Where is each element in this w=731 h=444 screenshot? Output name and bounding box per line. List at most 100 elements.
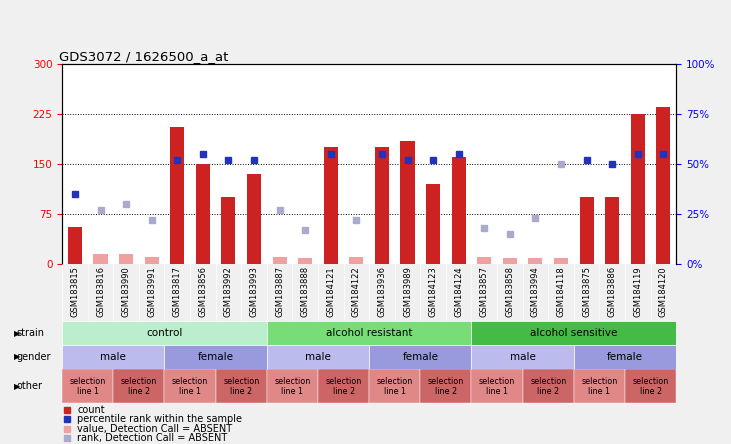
Bar xyxy=(298,258,312,264)
Text: selection
line 1: selection line 1 xyxy=(274,377,311,396)
Text: GSM183858: GSM183858 xyxy=(505,266,515,317)
Text: selection
line 2: selection line 2 xyxy=(632,377,669,396)
Text: selection
line 1: selection line 1 xyxy=(376,377,413,396)
Bar xyxy=(375,147,389,264)
Text: male: male xyxy=(100,352,126,362)
Bar xyxy=(349,257,363,264)
Text: ▶: ▶ xyxy=(14,382,20,391)
Text: ▶: ▶ xyxy=(14,329,20,338)
Text: strain: strain xyxy=(17,328,45,338)
Text: female: female xyxy=(402,352,439,362)
Bar xyxy=(471,345,574,369)
Text: alcohol sensitive: alcohol sensitive xyxy=(530,328,618,338)
Bar xyxy=(503,258,517,264)
Text: GSM183936: GSM183936 xyxy=(377,266,387,317)
Text: GSM183989: GSM183989 xyxy=(403,266,412,317)
Bar xyxy=(62,369,113,403)
Text: selection
line 2: selection line 2 xyxy=(325,377,362,396)
Bar xyxy=(196,164,210,264)
Text: other: other xyxy=(17,381,43,391)
Bar xyxy=(426,184,440,264)
Bar xyxy=(145,257,159,264)
Text: selection
line 1: selection line 1 xyxy=(172,377,208,396)
Bar xyxy=(216,369,267,403)
Text: GDS3072 / 1626500_a_at: GDS3072 / 1626500_a_at xyxy=(59,50,229,63)
Bar xyxy=(247,174,261,264)
Bar xyxy=(369,369,420,403)
Text: GSM183886: GSM183886 xyxy=(607,266,617,317)
Bar xyxy=(267,369,318,403)
Bar xyxy=(420,369,471,403)
Text: percentile rank within the sample: percentile rank within the sample xyxy=(77,414,243,424)
Text: selection
line 1: selection line 1 xyxy=(69,377,106,396)
Text: GSM183994: GSM183994 xyxy=(531,266,540,317)
Bar xyxy=(574,345,676,369)
Text: GSM183888: GSM183888 xyxy=(300,266,310,317)
Bar xyxy=(452,157,466,264)
Bar xyxy=(477,257,491,264)
Text: GSM183817: GSM183817 xyxy=(173,266,182,317)
Text: male: male xyxy=(305,352,331,362)
Text: rank, Detection Call = ABSENT: rank, Detection Call = ABSENT xyxy=(77,433,228,443)
Bar xyxy=(471,369,523,403)
Text: GSM183991: GSM183991 xyxy=(147,266,156,317)
Text: GSM183856: GSM183856 xyxy=(198,266,208,317)
Text: female: female xyxy=(607,352,643,362)
Bar xyxy=(631,114,645,264)
Text: GSM184119: GSM184119 xyxy=(633,266,643,317)
Bar xyxy=(401,140,414,264)
Text: GSM184120: GSM184120 xyxy=(659,266,668,317)
Text: gender: gender xyxy=(17,352,51,362)
Bar xyxy=(580,197,594,264)
Text: GSM183815: GSM183815 xyxy=(70,266,80,317)
Text: male: male xyxy=(510,352,536,362)
Text: selection
line 1: selection line 1 xyxy=(581,377,618,396)
Text: GSM184124: GSM184124 xyxy=(454,266,463,317)
Bar xyxy=(471,321,676,345)
Text: female: female xyxy=(197,352,234,362)
Bar xyxy=(62,321,267,345)
Text: GSM184122: GSM184122 xyxy=(352,266,361,317)
Bar xyxy=(318,369,369,403)
Text: selection
line 2: selection line 2 xyxy=(428,377,464,396)
Bar xyxy=(267,345,369,369)
Bar xyxy=(113,369,164,403)
Bar xyxy=(68,227,82,264)
Text: GSM183887: GSM183887 xyxy=(275,266,284,317)
Text: GSM184118: GSM184118 xyxy=(556,266,566,317)
Bar xyxy=(369,345,471,369)
Text: selection
line 2: selection line 2 xyxy=(121,377,157,396)
Bar xyxy=(62,345,164,369)
Bar xyxy=(164,369,216,403)
Text: GSM183993: GSM183993 xyxy=(249,266,259,317)
Text: GSM183992: GSM183992 xyxy=(224,266,233,317)
Bar xyxy=(164,345,267,369)
Text: selection
line 2: selection line 2 xyxy=(223,377,260,396)
Bar xyxy=(523,369,574,403)
Bar xyxy=(529,258,542,264)
Bar xyxy=(656,107,670,264)
Bar xyxy=(267,321,471,345)
Text: ▶: ▶ xyxy=(14,352,20,361)
Bar xyxy=(119,254,133,264)
Text: GSM184121: GSM184121 xyxy=(326,266,336,317)
Text: GSM183816: GSM183816 xyxy=(96,266,105,317)
Bar xyxy=(574,369,625,403)
Text: selection
line 2: selection line 2 xyxy=(530,377,567,396)
Bar xyxy=(605,197,619,264)
Text: GSM184123: GSM184123 xyxy=(428,266,438,317)
Bar xyxy=(625,369,676,403)
Bar xyxy=(324,147,338,264)
Bar xyxy=(170,127,184,264)
Bar xyxy=(273,257,287,264)
Bar xyxy=(221,197,235,264)
Text: count: count xyxy=(77,404,105,415)
Bar xyxy=(554,258,568,264)
Text: GSM183990: GSM183990 xyxy=(121,266,131,317)
Text: GSM183857: GSM183857 xyxy=(480,266,489,317)
Text: GSM183875: GSM183875 xyxy=(582,266,591,317)
Bar xyxy=(94,254,107,264)
Text: alcohol resistant: alcohol resistant xyxy=(326,328,412,338)
Text: control: control xyxy=(146,328,183,338)
Text: selection
line 1: selection line 1 xyxy=(479,377,515,396)
